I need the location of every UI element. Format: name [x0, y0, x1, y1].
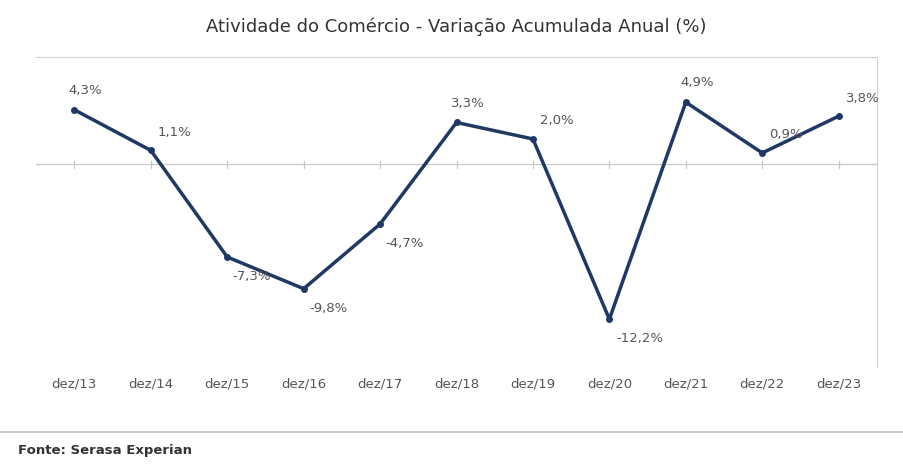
Text: 3,8%: 3,8%: [844, 91, 879, 105]
Title: Atividade do Comércio - Variação Acumulada Anual (%): Atividade do Comércio - Variação Acumula…: [206, 17, 706, 35]
Text: -12,2%: -12,2%: [616, 332, 663, 345]
Text: 0,9%: 0,9%: [768, 129, 802, 141]
Text: -4,7%: -4,7%: [386, 237, 424, 250]
Text: 3,3%: 3,3%: [451, 97, 484, 110]
Text: 4,3%: 4,3%: [69, 84, 102, 97]
Text: -9,8%: -9,8%: [309, 301, 347, 315]
Text: 1,1%: 1,1%: [158, 126, 191, 139]
Text: Fonte: Serasa Experian: Fonte: Serasa Experian: [18, 444, 191, 457]
Text: 4,9%: 4,9%: [679, 76, 713, 89]
Text: -7,3%: -7,3%: [233, 270, 271, 283]
Text: 2,0%: 2,0%: [539, 114, 573, 128]
